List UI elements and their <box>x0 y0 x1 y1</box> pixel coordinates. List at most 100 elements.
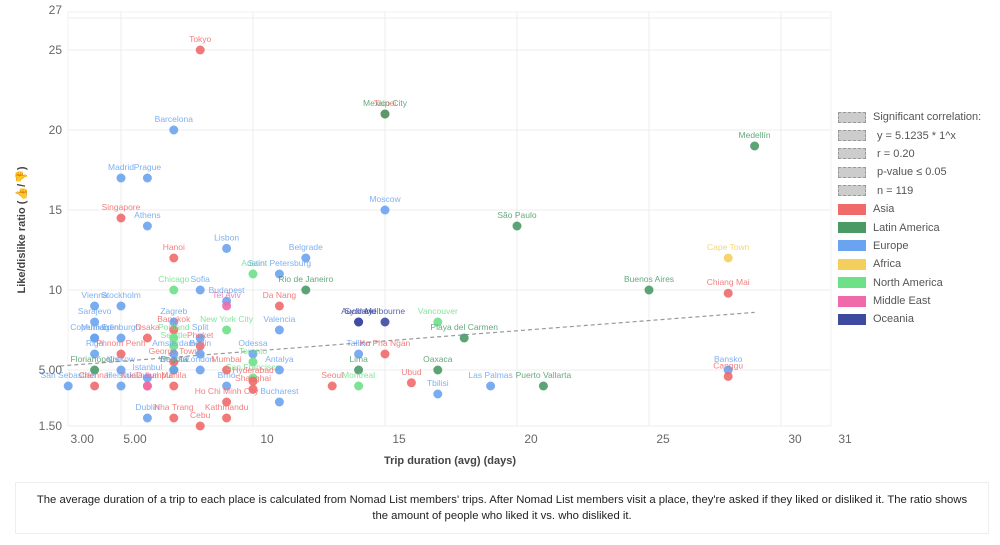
data-point[interactable]: Berlin <box>189 338 211 359</box>
data-point[interactable]: Da Nang <box>263 290 297 311</box>
data-point[interactable]: Amsterdam <box>152 338 196 359</box>
data-point[interactable]: Prague <box>134 162 162 183</box>
point-marker[interactable] <box>169 285 179 295</box>
point-marker[interactable] <box>116 213 126 223</box>
point-marker[interactable] <box>116 173 126 183</box>
point-marker[interactable] <box>248 384 258 394</box>
point-marker[interactable] <box>723 288 733 298</box>
data-point[interactable]: Portland <box>158 322 190 343</box>
point-marker[interactable] <box>274 365 284 375</box>
point-marker[interactable] <box>750 141 760 151</box>
point-marker[interactable] <box>380 205 390 215</box>
point-marker[interactable] <box>354 365 364 375</box>
data-point[interactable]: Playa del Carmen <box>430 322 498 343</box>
data-point[interactable]: Riga <box>86 338 104 359</box>
data-point[interactable]: Vancouver <box>418 306 458 327</box>
data-point[interactable]: San Sebastián <box>41 370 97 391</box>
point-marker[interactable] <box>116 333 126 343</box>
point-marker[interactable] <box>380 317 390 327</box>
point-marker[interactable] <box>723 365 733 375</box>
point-marker[interactable] <box>723 253 733 263</box>
data-point[interactable]: Tokyo <box>189 34 212 55</box>
legend-item-region[interactable]: Asia <box>838 200 998 218</box>
point-marker[interactable] <box>538 381 548 391</box>
point-marker[interactable] <box>248 376 258 386</box>
data-point[interactable]: Phuket <box>187 330 214 351</box>
data-point[interactable]: Canggu <box>713 360 743 381</box>
data-point[interactable]: Phnom Penh <box>96 338 146 359</box>
data-point[interactable]: Valencia <box>263 314 296 335</box>
data-point[interactable]: Kathmandu <box>205 402 249 423</box>
legend-item-p[interactable]: p-value ≤ 0.05 <box>838 163 998 181</box>
point-marker[interactable] <box>90 333 100 343</box>
data-point[interactable]: Chiang Mai <box>707 277 750 298</box>
point-marker[interactable] <box>90 349 100 359</box>
data-point[interactable]: Athens <box>134 210 161 231</box>
data-point[interactable]: Florianópolis <box>70 354 119 375</box>
point-marker[interactable] <box>274 325 284 335</box>
point-marker[interactable] <box>169 253 179 263</box>
legend-item-region[interactable]: North America <box>838 274 998 292</box>
data-point[interactable]: Belgrade <box>289 242 323 263</box>
point-marker[interactable] <box>116 301 126 311</box>
point-marker[interactable] <box>195 333 205 343</box>
point-marker[interactable] <box>169 349 179 359</box>
data-point[interactable]: Moscow <box>369 194 401 215</box>
data-point[interactable]: Bangkok <box>157 314 191 335</box>
point-marker[interactable] <box>644 285 654 295</box>
data-point[interactable]: Tallinn <box>347 338 371 359</box>
data-point[interactable]: Zagreb <box>160 306 188 327</box>
point-marker[interactable] <box>169 125 179 135</box>
data-point[interactable]: Bansko <box>714 354 743 375</box>
data-point[interactable]: Ko Pha Ngan <box>360 338 411 359</box>
point-marker[interactable] <box>90 317 100 327</box>
legend-item-region[interactable]: Africa <box>838 255 998 273</box>
data-point[interactable]: Rio de Janeiro <box>278 274 333 295</box>
point-marker[interactable] <box>354 381 364 391</box>
point-marker[interactable] <box>380 109 390 119</box>
point-marker[interactable] <box>222 397 232 407</box>
data-point[interactable]: Mexico City <box>363 98 408 119</box>
legend-item-region[interactable]: Latin America <box>838 218 998 236</box>
data-point[interactable]: Cape Town <box>707 242 750 263</box>
point-marker[interactable] <box>723 371 733 381</box>
point-marker[interactable] <box>354 317 364 327</box>
legend-item-region[interactable]: Middle East <box>838 292 998 310</box>
point-marker[interactable] <box>248 269 258 279</box>
data-point[interactable]: Warsaw <box>159 354 190 375</box>
data-point[interactable]: Ho Chi Minh City <box>195 386 260 407</box>
data-point[interactable]: Cebu <box>190 410 211 431</box>
data-point[interactable]: Hanoi <box>163 242 185 263</box>
data-point[interactable]: Copenhagen <box>70 322 119 343</box>
point-marker[interactable] <box>142 413 152 423</box>
data-point[interactable]: George Town <box>149 346 200 367</box>
data-point[interactable]: Nha Trang <box>154 402 194 423</box>
data-point[interactable]: Sofia <box>191 274 211 295</box>
point-marker[interactable] <box>222 243 232 253</box>
point-marker[interactable] <box>380 349 390 359</box>
data-point[interactable]: Ubud <box>401 367 422 388</box>
point-marker[interactable] <box>142 373 152 383</box>
point-marker[interactable] <box>301 253 311 263</box>
data-point[interactable]: Sydney <box>344 306 374 327</box>
data-point[interactable]: New York City <box>200 314 254 335</box>
point-marker[interactable] <box>169 365 179 375</box>
data-point[interactable]: Shanghai <box>235 373 271 394</box>
data-point[interactable]: Melbourne <box>365 306 405 327</box>
point-marker[interactable] <box>301 285 311 295</box>
data-point[interactable]: Chicago <box>158 274 190 295</box>
point-marker[interactable] <box>169 341 179 351</box>
point-marker[interactable] <box>116 381 126 391</box>
data-point[interactable]: Las Palmas <box>468 370 513 391</box>
point-marker[interactable] <box>248 357 258 367</box>
point-marker[interactable] <box>169 381 179 391</box>
point-marker[interactable] <box>406 378 416 388</box>
data-point[interactable]: Brno <box>218 370 236 391</box>
data-point[interactable]: São Paulo <box>497 210 537 231</box>
point-marker[interactable] <box>222 413 232 423</box>
data-point[interactable]: Manila <box>161 370 187 391</box>
point-marker[interactable] <box>222 325 232 335</box>
point-marker[interactable] <box>327 381 337 391</box>
point-marker[interactable] <box>90 301 100 311</box>
data-point[interactable]: Lima <box>349 354 368 375</box>
